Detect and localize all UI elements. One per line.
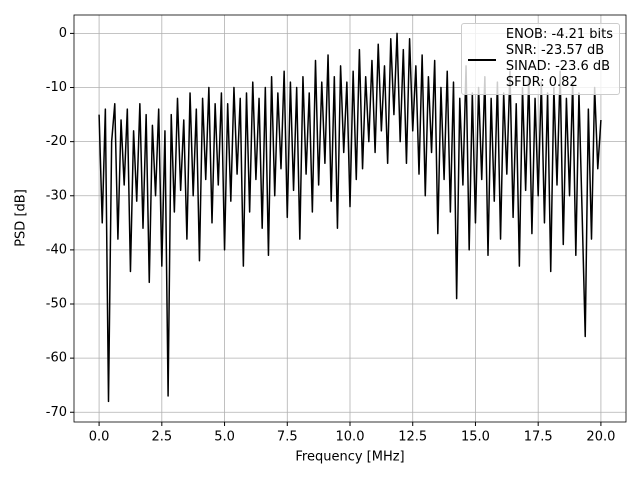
x-tick-label: 7.5: [277, 430, 298, 445]
x-tick-label: 10.0: [336, 430, 365, 445]
y-tick-label: -20: [46, 134, 67, 149]
x-tick-label: 5.0: [214, 430, 235, 445]
y-tick-label: -30: [46, 188, 67, 203]
y-tick-label: -40: [46, 242, 67, 257]
legend-line: [467, 59, 496, 61]
y-tick-label: -70: [46, 405, 67, 420]
y-tick-label: -50: [46, 297, 67, 312]
y-axis-label: PSD [dB]: [14, 189, 29, 247]
x-tick-label: 2.5: [151, 430, 172, 445]
legend: ENOB: -4.21 bits SNR: -23.57 dB SINAD: -…: [460, 23, 620, 95]
x-tick-label: 12.5: [398, 430, 427, 445]
y-tick-label: -60: [46, 351, 67, 366]
y-tick-label: 0: [59, 26, 67, 41]
y-tick-label: -10: [46, 80, 67, 95]
x-tick-label: 17.5: [524, 430, 553, 445]
x-tick-label: 0.0: [89, 430, 110, 445]
x-tick-label: 15.0: [461, 430, 490, 445]
x-tick-label: 20.0: [586, 430, 615, 445]
x-axis-label: Frequency [MHz]: [295, 450, 404, 465]
plot-frame: [73, 14, 627, 423]
series-line: [98, 32, 602, 403]
